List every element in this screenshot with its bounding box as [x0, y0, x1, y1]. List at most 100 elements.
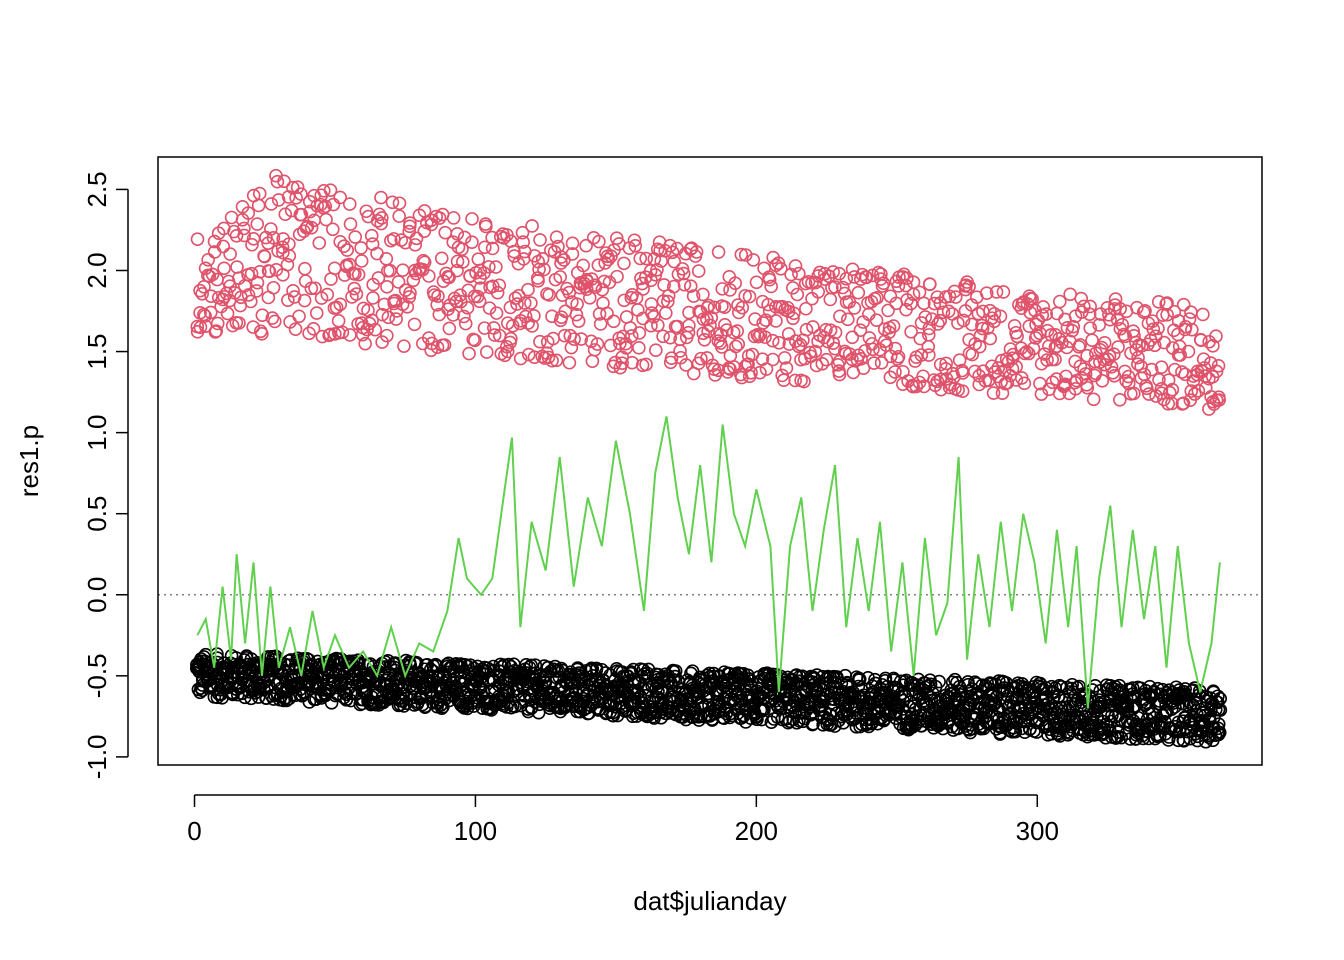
- data-point: [799, 301, 813, 316]
- data-point: [397, 699, 411, 713]
- data-point: [571, 314, 586, 328]
- data-point: [485, 241, 500, 256]
- data-point: [351, 267, 366, 282]
- data-point: [432, 211, 447, 225]
- data-point: [936, 305, 951, 320]
- data-point: [225, 318, 240, 333]
- data-point: [545, 309, 559, 324]
- data-point: [927, 296, 942, 311]
- data-point: [297, 224, 311, 238]
- data-point: [255, 308, 270, 323]
- data-point: [1097, 336, 1112, 350]
- data-point: [465, 235, 479, 249]
- data-point: [617, 256, 631, 271]
- data-point: [774, 262, 788, 276]
- data-point: [639, 251, 653, 266]
- data-point: [224, 210, 239, 225]
- data-point: [711, 245, 726, 259]
- data-point: [500, 344, 515, 359]
- data-point: [492, 278, 507, 293]
- data-point: [465, 212, 479, 226]
- data-point: [379, 251, 394, 266]
- data-point: [255, 327, 269, 341]
- data-point: [874, 356, 889, 370]
- data-point: [299, 220, 314, 235]
- data-point: [701, 324, 715, 339]
- data-point: [734, 247, 749, 262]
- data-point: [507, 244, 521, 259]
- data-point: [941, 304, 956, 319]
- data-point: [847, 301, 862, 315]
- data-point: [1211, 727, 1226, 742]
- data-point: [858, 344, 872, 358]
- data-point: [1151, 321, 1165, 336]
- data-point: [748, 312, 762, 326]
- data-point: [477, 321, 492, 335]
- data-point: [973, 328, 988, 343]
- data-point: [408, 238, 423, 252]
- data-point: [384, 233, 398, 248]
- data-point: [349, 287, 364, 301]
- data-point: [277, 174, 291, 189]
- data-point: [742, 289, 757, 304]
- data-point: [388, 293, 403, 308]
- data-point: [456, 255, 470, 269]
- data-point: [576, 258, 590, 273]
- x-tick-label: 100: [454, 816, 497, 846]
- data-point: [686, 289, 701, 303]
- data-point: [375, 211, 389, 225]
- data-point: [354, 254, 369, 268]
- data-point: [342, 197, 357, 211]
- data-point: [832, 367, 847, 382]
- data-point: [415, 697, 430, 712]
- data-point: [886, 319, 901, 333]
- data-point: [354, 241, 368, 255]
- data-point: [557, 253, 571, 267]
- data-point: [623, 321, 638, 335]
- data-point: [933, 313, 947, 328]
- data-point: [431, 289, 445, 303]
- data-point: [343, 328, 357, 342]
- data-point: [661, 294, 675, 309]
- data-point: [788, 259, 803, 273]
- data-point: [337, 239, 351, 254]
- data-point: [604, 249, 618, 263]
- data-point: [837, 286, 852, 301]
- data-point: [738, 289, 752, 303]
- y-tick-label: -0.5: [82, 653, 112, 698]
- data-point: [462, 346, 476, 361]
- data-point: [697, 332, 712, 347]
- data-point: [851, 285, 866, 300]
- data-point: [531, 705, 546, 720]
- data-point: [897, 674, 912, 689]
- data-point: [646, 310, 661, 324]
- red-point-series: [190, 168, 1226, 416]
- data-point: [632, 340, 646, 355]
- data-point: [458, 316, 473, 331]
- data-point: [524, 296, 538, 310]
- data-point: [409, 266, 423, 281]
- data-point: [665, 245, 680, 260]
- data-point: [610, 269, 624, 284]
- data-point: [335, 325, 350, 340]
- data-point: [853, 323, 868, 337]
- data-point: [298, 261, 312, 276]
- data-point: [968, 364, 982, 379]
- data-point: [533, 233, 547, 247]
- data-point: [1198, 369, 1213, 383]
- data-point: [1196, 352, 1211, 366]
- data-point: [922, 348, 936, 362]
- data-point: [728, 276, 742, 291]
- data-point: [989, 285, 1004, 299]
- data-point: [1161, 373, 1176, 387]
- data-point: [867, 356, 881, 370]
- data-point: [567, 332, 581, 346]
- data-point: [818, 272, 832, 286]
- data-point: [518, 309, 533, 324]
- data-point: [457, 230, 472, 245]
- data-point: [917, 296, 931, 311]
- data-point: [1023, 291, 1038, 306]
- data-point: [542, 288, 556, 302]
- data-point: [396, 263, 410, 278]
- data-point: [812, 679, 826, 693]
